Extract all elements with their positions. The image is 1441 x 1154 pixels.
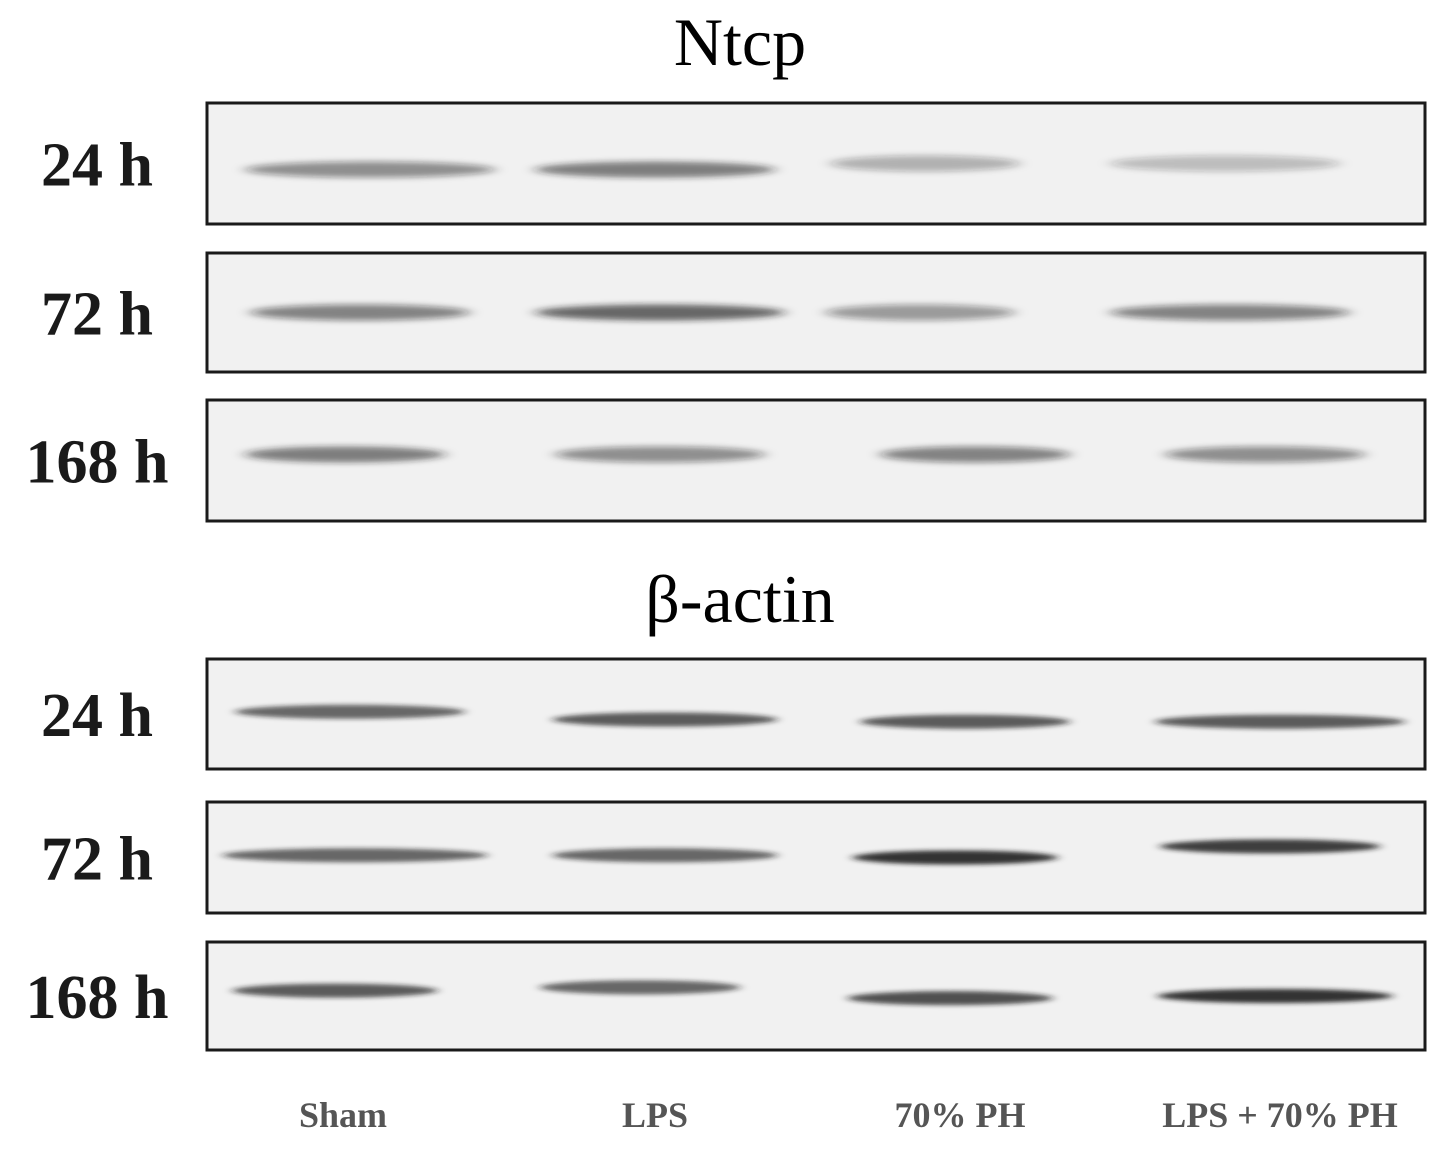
row-label: 72 h xyxy=(41,826,153,894)
band xyxy=(535,161,775,178)
blot-row xyxy=(205,398,1427,523)
blot-row xyxy=(205,940,1427,1052)
blot-border xyxy=(205,251,1427,374)
band xyxy=(1160,839,1380,854)
row-label: 168 h xyxy=(26,964,169,1032)
blot-border xyxy=(205,101,1427,226)
band xyxy=(852,850,1058,865)
band xyxy=(235,704,465,719)
band xyxy=(847,991,1053,1006)
blot-row xyxy=(205,251,1427,374)
band xyxy=(250,304,470,321)
band xyxy=(245,161,495,178)
blot-border xyxy=(205,940,1427,1052)
blot-border xyxy=(205,398,1427,523)
blot-border xyxy=(205,657,1427,771)
band xyxy=(552,712,778,727)
band xyxy=(245,446,445,463)
panel-title: β-actin xyxy=(645,561,834,637)
band xyxy=(1110,155,1340,172)
band xyxy=(1110,304,1350,321)
band xyxy=(860,714,1070,729)
band xyxy=(830,155,1020,172)
lane-label: LPS + 70% PH xyxy=(1162,1095,1398,1135)
band xyxy=(1165,446,1365,463)
blot-border xyxy=(205,800,1427,915)
band xyxy=(1155,714,1405,729)
band xyxy=(552,848,778,863)
lane-label: 70% PH xyxy=(895,1095,1026,1135)
lane-label: LPS xyxy=(622,1095,688,1135)
blot-row xyxy=(205,101,1427,226)
panel-title: Ntcp xyxy=(674,4,806,80)
band xyxy=(555,446,765,463)
band xyxy=(825,304,1015,321)
row-label: 24 h xyxy=(41,132,153,200)
row-label: 168 h xyxy=(26,429,169,497)
band xyxy=(1157,989,1393,1003)
row-label: 24 h xyxy=(41,682,153,750)
blot-row xyxy=(205,800,1427,915)
lane-label: Sham xyxy=(299,1095,387,1135)
blot-row xyxy=(205,657,1427,771)
band xyxy=(222,848,488,863)
row-label: 72 h xyxy=(41,281,153,349)
band xyxy=(535,304,785,321)
band xyxy=(540,980,740,995)
band xyxy=(880,446,1070,463)
band xyxy=(232,983,438,998)
